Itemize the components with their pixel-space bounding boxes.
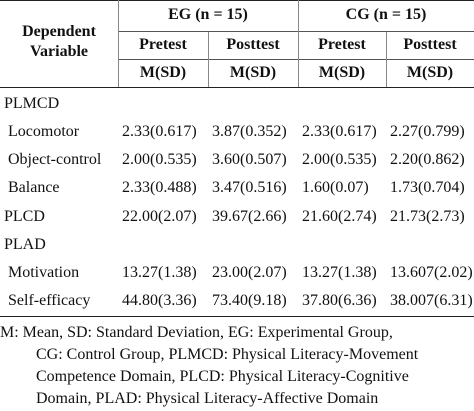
footnote-line: CG: Control Group, PLMCD: Physical Liter… <box>36 346 419 363</box>
header-test-3: Pretest <box>318 36 366 53</box>
header-stat-1: M(SD) <box>139 64 187 81</box>
table-cell: 2.33(0.488) <box>122 179 197 196</box>
footnote-line: Competence Domain, PLCD: Physical Litera… <box>36 368 409 385</box>
header-stat-3: M(SD) <box>318 64 366 81</box>
table-cell: 39.67(2.66) <box>212 208 287 225</box>
table-cell: 73.40(9.18) <box>212 292 287 309</box>
table-cell: 2.00(0.535) <box>302 151 377 168</box>
table-cell: 2.33(0.617) <box>122 123 197 140</box>
header-vline <box>298 0 299 87</box>
table-cell: 3.60(0.507) <box>212 151 287 168</box>
table-cell: 2.27(0.799) <box>390 123 465 140</box>
header-vline <box>118 0 119 87</box>
table-cell: 1.73(0.704) <box>390 179 465 196</box>
table-cell: 37.80(6.36) <box>302 292 377 309</box>
row-label: Object-control <box>8 151 102 168</box>
table-cell: 23.00(2.07) <box>212 264 287 281</box>
bottom-rule <box>0 316 474 317</box>
header-variable: Variable <box>29 43 89 60</box>
table-cell: 13.27(1.38) <box>122 264 197 281</box>
table-cell: 2.33(0.617) <box>302 123 377 140</box>
table-cell: 21.60(2.74) <box>302 208 377 225</box>
table-cell: 21.73(2.73) <box>390 208 465 225</box>
group-rule <box>118 31 474 32</box>
table-cell: 3.87(0.352) <box>212 123 287 140</box>
table-cell: 22.00(2.07) <box>122 208 197 225</box>
row-label: PLCD <box>4 208 45 225</box>
header-vline <box>208 32 209 87</box>
header-test-2: Posttest <box>226 36 280 53</box>
test-rule <box>118 59 474 60</box>
header-stat-2: M(SD) <box>229 64 277 81</box>
table-cell: 2.00(0.535) <box>122 151 197 168</box>
table-cell: 38.007(6.31) <box>390 292 473 309</box>
top-rule <box>0 0 474 1</box>
header-stat-4: M(SD) <box>406 64 454 81</box>
row-label: PLMCD <box>4 95 60 112</box>
header-bottom-rule <box>0 87 474 88</box>
row-label: Balance <box>8 179 60 196</box>
header-vline <box>386 32 387 87</box>
header-test-1: Pretest <box>139 36 187 53</box>
footnote-line: M: Mean, SD: Standard Deviation, EG: Exp… <box>0 324 393 341</box>
table-cell: 1.60(0.07) <box>302 179 369 196</box>
header-group-cg: CG (n = 15) <box>345 6 427 23</box>
row-label: Self-efficacy <box>8 292 91 309</box>
table-cell: 13.607(2.02) <box>390 264 473 281</box>
row-label: Locomotor <box>8 123 80 140</box>
table-cell: 44.80(3.36) <box>122 292 197 309</box>
footnote-line: Domain, PLAD: Physical Literacy-Affectiv… <box>36 390 379 407</box>
header-group-eg: EG (n = 15) <box>168 6 248 23</box>
header-test-4: Posttest <box>403 36 457 53</box>
table-cell: 13.27(1.38) <box>302 264 377 281</box>
table-cell: 3.47(0.516) <box>212 179 287 196</box>
footnote: M: Mean, SD: Standard Deviation, EG: Exp… <box>0 322 472 410</box>
header-dependent: Dependent <box>22 23 96 40</box>
table-cell: 2.20(0.862) <box>390 151 465 168</box>
row-label: Motivation <box>8 264 80 281</box>
row-label: PLAD <box>4 236 46 253</box>
